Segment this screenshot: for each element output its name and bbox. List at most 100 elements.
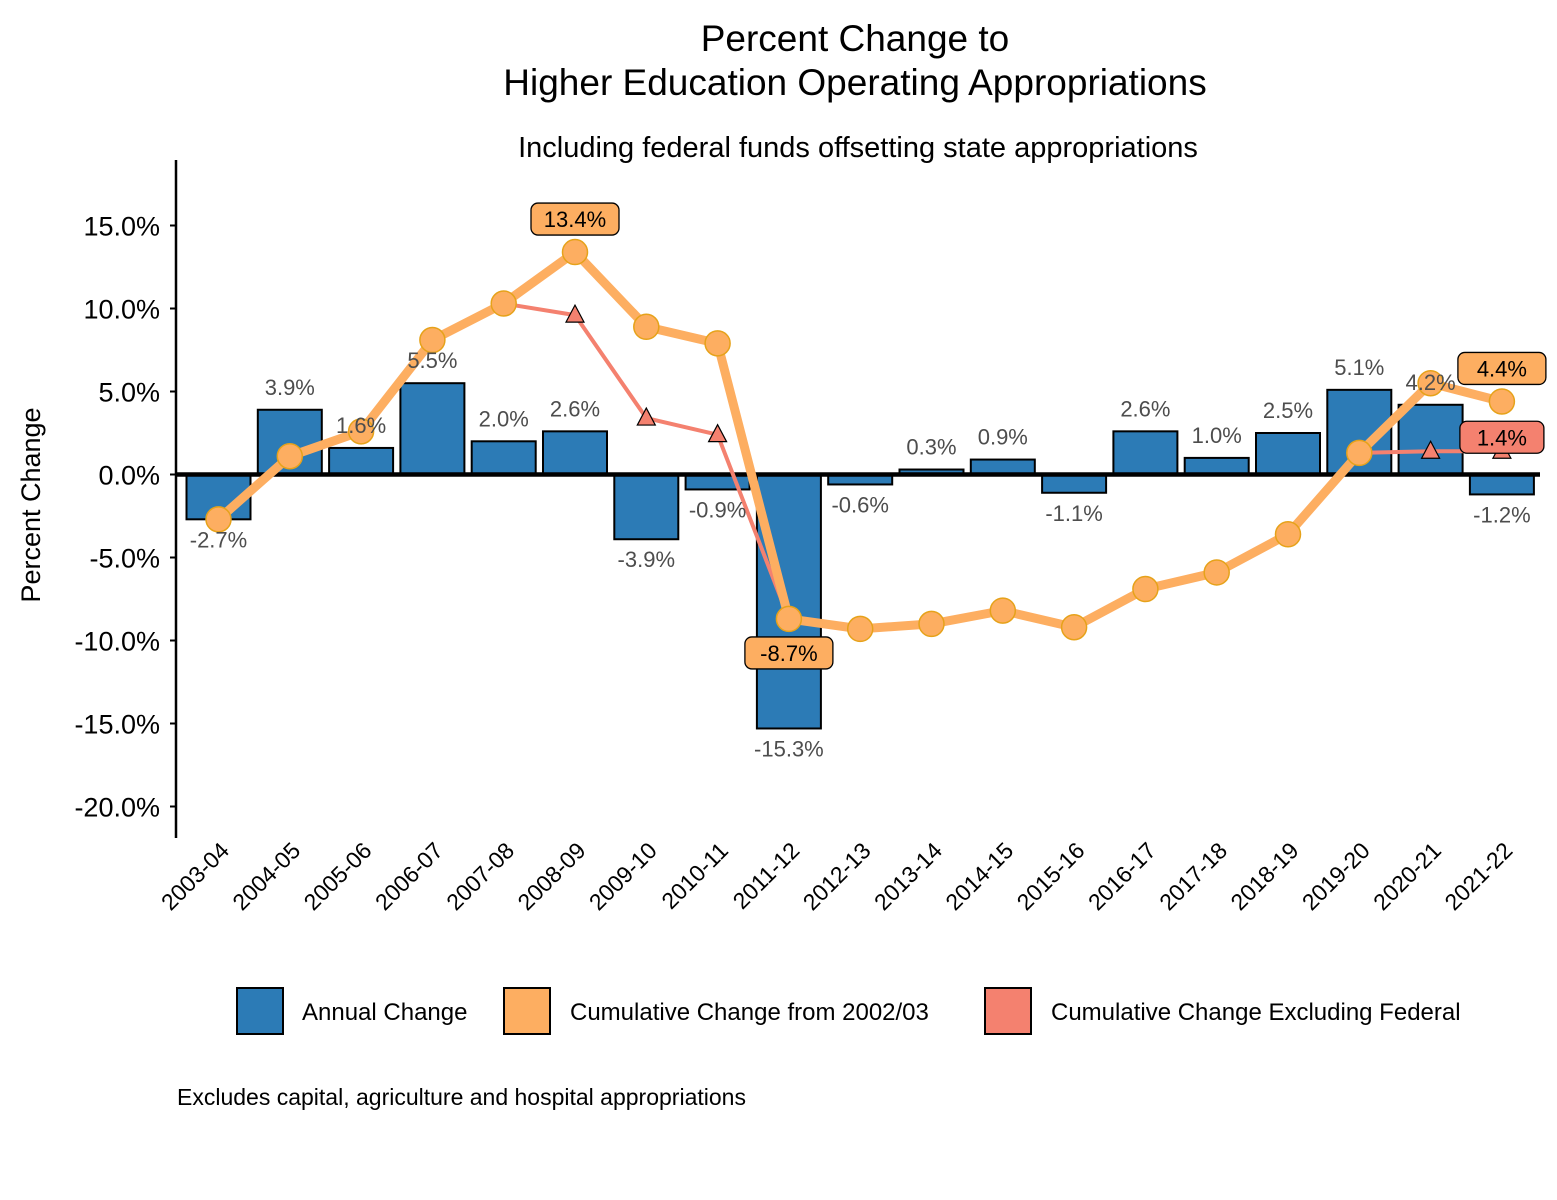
x-tick-label: 2006-07 [370, 837, 448, 915]
x-tick-label: 2013-14 [869, 837, 947, 915]
y-tick-label: 0.0% [98, 461, 160, 491]
cumulative-callout-box [530, 202, 620, 236]
cumulative-point-2013-14 [918, 610, 945, 638]
x-tick-label: 2008-09 [512, 837, 590, 915]
bar-value-label: -0.9% [689, 497, 746, 522]
y-tick-label: -20.0% [74, 793, 160, 823]
bar-value-label: -2.7% [190, 527, 247, 552]
cumulative-point-2012-13 [846, 615, 874, 643]
bar-2016-17 [1112, 430, 1179, 476]
cumulative-callout-label: -8.7% [760, 641, 817, 666]
bar-2018-19 [1255, 432, 1321, 476]
cumulative-callout-box [744, 636, 834, 670]
bar-value-label: 1.0% [1192, 423, 1242, 448]
x-tick-label: 2010-11 [656, 837, 733, 914]
x-tick-label: 2004-05 [227, 837, 305, 915]
cumulative-point-2011-12 [775, 605, 803, 633]
x-tick-label: 2020-21 [1368, 837, 1446, 915]
excl-federal-callout-label: 1.4% [1477, 425, 1527, 450]
legend-label-2: Cumulative Change from 2002/03 [570, 999, 929, 1026]
x-tick-label: 2021-22 [1439, 837, 1517, 915]
excl-federal-point-2009-10 [636, 406, 657, 426]
x-tick-label: 2015-16 [1012, 837, 1090, 915]
y-tick-label: 10.0% [83, 295, 160, 325]
cumulative-point-2004-05 [276, 442, 304, 470]
cumulative-point-2019-20 [1346, 439, 1373, 467]
caption-group: Excludes capital, agriculture and hospit… [177, 1084, 746, 1110]
bar-2007-08 [470, 440, 537, 476]
bar-2017-18 [1183, 456, 1250, 476]
cumulative-point-2006-07 [419, 326, 446, 354]
x-tick-label: 2005-06 [299, 837, 377, 915]
bar-value-label: -1.1% [1045, 501, 1102, 526]
bar-2005-06 [328, 446, 395, 476]
cumulative-point-2014-15 [989, 597, 1017, 624]
legend-label-3: Cumulative Change Excluding Federal [1051, 999, 1461, 1026]
bar-value-label: 0.9% [978, 425, 1028, 450]
bar-2006-07 [399, 382, 466, 476]
y-tick-label: -10.0% [74, 627, 160, 657]
bar-value-label: 2.0% [479, 406, 529, 431]
cumulative-callout-label: 4.4% [1477, 356, 1527, 381]
data-labels-group: -2.7% 3.9% 1.6% 5.5% 2.0% 2.6% -3.9% -0.9% -15.3… [190, 202, 1547, 761]
bar-2015-16 [1041, 473, 1108, 494]
cumulative-callout-label: 13.4% [544, 207, 606, 232]
excl-federal-callout-box [1459, 420, 1545, 454]
chart-title-line-1: Percent Change to [701, 18, 1010, 59]
bar-value-label: -3.9% [618, 547, 675, 572]
bar-value-label: 3.9% [265, 375, 315, 400]
y-axis-label: Percent Change [16, 407, 46, 602]
legend: Annual Change Cumulative Change from 2002… [236, 987, 1461, 1035]
bar-value-label: 2.6% [550, 396, 600, 421]
x-tick-label: 2017-18 [1154, 837, 1232, 915]
cumulative-point-2009-10 [633, 313, 660, 341]
x-tick-label: 2019-20 [1297, 837, 1375, 915]
cumulative-point-2003-04 [205, 506, 232, 533]
bar-2021-22 [1468, 473, 1535, 496]
bar-value-label: 5.1% [1334, 355, 1384, 380]
legend-label-1: Annual Change [302, 999, 467, 1026]
cumulative-point-2005-06 [347, 418, 375, 445]
cumulative-point-2016-17 [1132, 575, 1159, 603]
bar-value-label: -0.6% [831, 492, 888, 517]
x-tick-label: 2012-13 [798, 837, 876, 915]
cumulative-point-2015-16 [1060, 613, 1088, 641]
bar-value-label: 4.2% [1406, 370, 1456, 395]
bar-value-label: 2.5% [1263, 398, 1313, 423]
legend-swatch-3 [984, 987, 1032, 1035]
x-tick-label: 2018-19 [1225, 837, 1303, 915]
cumulative-point-2017-18 [1203, 559, 1230, 586]
cumulative-point-2007-08 [490, 290, 517, 317]
x-tick-label: 2011-12 [728, 837, 805, 914]
bar-value-label: 1.6% [336, 413, 386, 438]
y-tick-label: 5.0% [98, 378, 160, 408]
cumulative-point-2010-11 [704, 330, 731, 357]
y-tick-label: 15.0% [83, 212, 160, 242]
x-tick-label: 2016-17 [1083, 837, 1161, 915]
bar-2020-21 [1397, 403, 1464, 476]
cumulative-point-2008-09 [561, 238, 589, 266]
x-tick-label: 2014-15 [940, 837, 1018, 915]
excl-federal-point-2008-09 [565, 303, 585, 323]
bar-value-label: 5.5% [407, 348, 457, 373]
x-tick-label: 2003-04 [156, 837, 234, 915]
x-tick-label: 2009-10 [584, 837, 662, 915]
bar-2009-10 [613, 473, 680, 541]
lines-group [205, 238, 1516, 643]
chart-subtitle: Including federal funds offsetting state… [518, 132, 1198, 164]
legend-swatch-1 [236, 987, 284, 1035]
legend-swatch-2 [503, 987, 551, 1035]
excl-federal-point-2010-11 [707, 423, 728, 443]
cumulative-point-2021-22 [1488, 388, 1516, 415]
bar-value-label: -1.2% [1473, 502, 1530, 527]
y-tick-label: -5.0% [89, 544, 160, 574]
cumulative-callout-box [1457, 351, 1547, 386]
bar-value-label: 2.6% [1120, 396, 1170, 421]
bar-2008-09 [542, 430, 608, 476]
chart-title-line-2: Higher Education Operating Appropriation… [503, 62, 1206, 103]
bar-value-label: -15.3% [754, 736, 824, 761]
chart-caption: Excludes capital, agriculture and hospit… [177, 1084, 746, 1110]
